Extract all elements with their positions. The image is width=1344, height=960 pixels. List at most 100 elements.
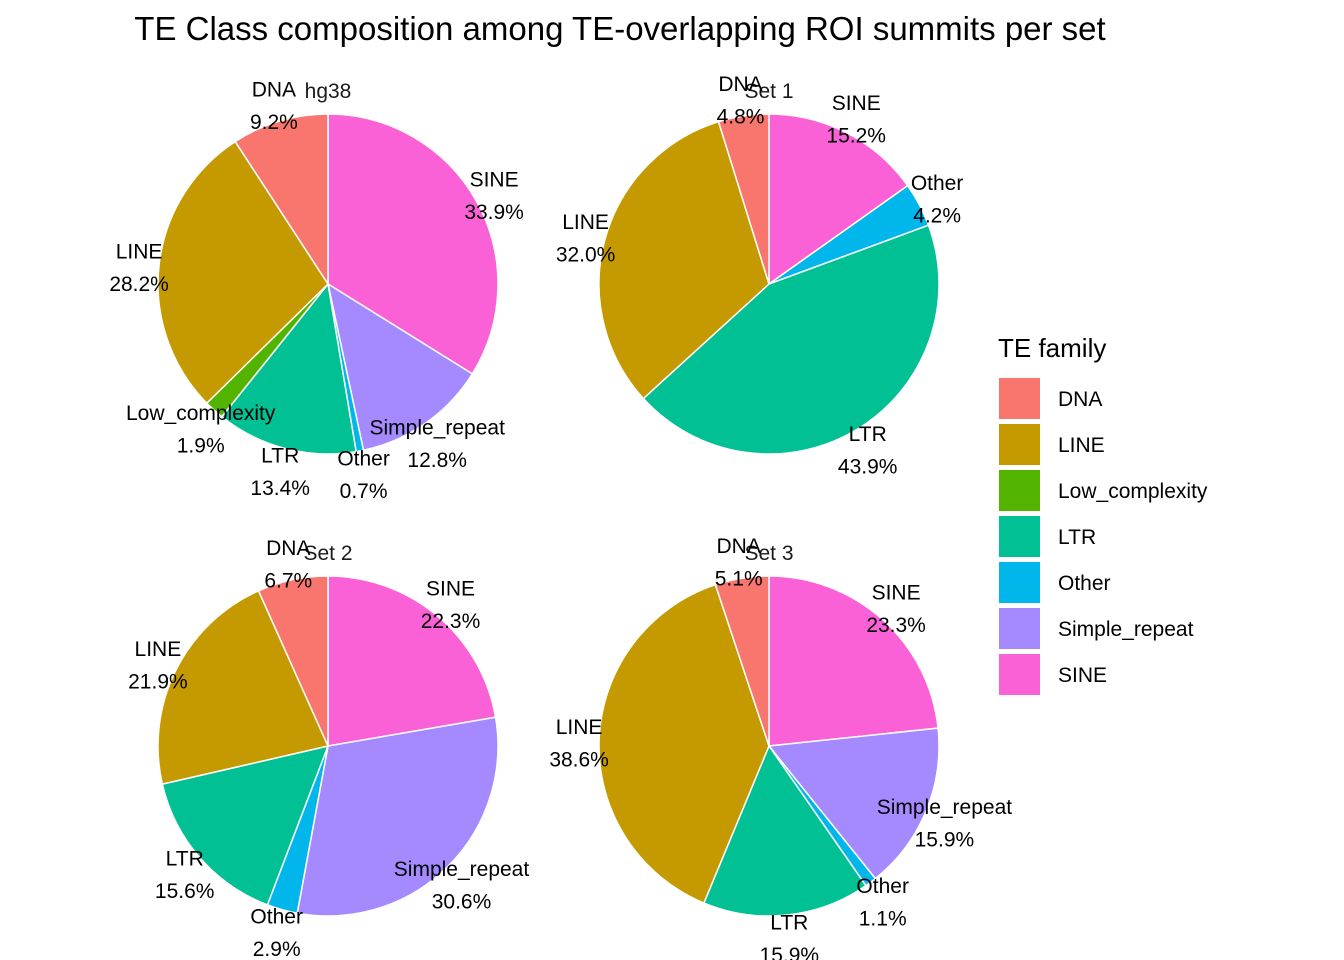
slice-category: DNA xyxy=(252,79,296,102)
pie-panel: Set 3 SINE 23.3% Simple_repeat 15.9% Other 1.1… xyxy=(549,535,1012,960)
slice-percent: 5.1% xyxy=(715,568,763,591)
slice-percent: 43.9% xyxy=(838,456,898,479)
slice-label: DNA 5.1% xyxy=(715,535,763,591)
pie-slice xyxy=(598,120,770,400)
slice-category: SINE xyxy=(470,169,519,192)
slice-label: DNA 6.7% xyxy=(264,537,312,593)
slice-label: LTR 13.4% xyxy=(250,445,310,501)
slice-category: Other xyxy=(856,875,909,898)
slice-category: LTR xyxy=(770,912,808,935)
slice-label: DNA 4.8% xyxy=(717,73,765,129)
pie-slice xyxy=(768,575,939,747)
slice-category: Other xyxy=(911,172,964,195)
slice-category: DNA xyxy=(717,535,761,558)
slice-category: DNA xyxy=(266,537,310,560)
slice-category: DNA xyxy=(718,73,762,96)
legend-swatch xyxy=(999,424,1040,465)
legend-label: Low_complexity xyxy=(1058,480,1208,503)
pie-slice xyxy=(714,575,770,747)
slice-label: LTR 15.9% xyxy=(760,912,820,960)
slice-label: LINE 38.6% xyxy=(549,716,609,772)
slice-category: Other xyxy=(337,447,390,470)
slice-category: Simple_repeat xyxy=(369,416,505,439)
pie-panel: Set 2 SINE 22.3% Simple_repeat 30.6% Other 2.9… xyxy=(128,537,529,960)
legend-swatch xyxy=(999,562,1040,603)
slice-percent: 15.9% xyxy=(760,944,820,960)
slice-label: SINE 15.2% xyxy=(826,92,886,148)
legend-item: DNA xyxy=(999,378,1102,419)
slice-label: LINE 21.9% xyxy=(128,638,188,694)
slice-label: Low_complexity 1.9% xyxy=(126,402,276,458)
panel-title: Set 1 xyxy=(744,80,793,103)
pie-slice xyxy=(234,113,329,287)
slice-percent: 12.8% xyxy=(407,449,467,472)
pie-panels: hg38 SINE 33.9% Simple_repeat 12.8% Other 0.7%… xyxy=(109,73,1012,960)
chart-title: TE Class composition among TE-overlappin… xyxy=(134,10,1105,47)
slice-category: Simple_repeat xyxy=(877,796,1013,819)
legend: TE family DNA LINE Low_complexity LTR Other S… xyxy=(998,333,1208,695)
slice-percent: 2.9% xyxy=(253,938,301,960)
pie-panel: hg38 SINE 33.9% Simple_repeat 12.8% Other 0.7%… xyxy=(109,79,524,503)
pie-slice xyxy=(257,575,329,747)
slice-category: LINE xyxy=(135,638,182,661)
slice-label: Other 4.2% xyxy=(911,172,964,228)
legend-item: SINE xyxy=(999,654,1107,695)
slice-label: LINE 28.2% xyxy=(109,240,169,296)
pie-slice xyxy=(642,224,940,455)
slice-percent: 1.9% xyxy=(177,434,225,457)
legend-item: LINE xyxy=(999,424,1105,465)
pie-slice xyxy=(157,589,330,786)
pie-slice xyxy=(768,113,909,286)
slice-label: SINE 22.3% xyxy=(421,578,481,634)
legend-label: SINE xyxy=(1058,664,1107,687)
panel-title: Set 2 xyxy=(303,542,352,565)
slice-percent: 0.7% xyxy=(340,480,388,503)
legend-swatch xyxy=(999,378,1040,419)
pie-slice xyxy=(327,113,499,375)
pie-slice xyxy=(717,113,770,285)
slice-label: LTR 15.6% xyxy=(155,848,215,904)
pie-slice xyxy=(702,744,868,917)
legend-item: Other xyxy=(999,562,1111,603)
panel-title: Set 3 xyxy=(744,542,793,565)
slice-label: LINE 32.0% xyxy=(556,211,616,267)
slice-category: SINE xyxy=(872,582,921,605)
slice-percent: 23.3% xyxy=(866,614,926,637)
slice-category: Low_complexity xyxy=(126,402,276,425)
slice-label: LTR 43.9% xyxy=(838,423,898,479)
slice-percent: 4.8% xyxy=(717,106,765,129)
pie-slice xyxy=(327,575,497,747)
legend-item: LTR xyxy=(999,516,1096,557)
slice-percent: 38.6% xyxy=(549,748,609,771)
slice-label: SINE 33.9% xyxy=(464,169,524,225)
slice-label: Other 0.7% xyxy=(337,447,390,503)
slice-category: LINE xyxy=(562,211,609,234)
slice-percent: 13.4% xyxy=(250,477,310,500)
slice-category: LINE xyxy=(556,716,603,739)
pie-slice xyxy=(767,727,940,880)
legend-item: Simple_repeat xyxy=(999,608,1194,649)
slice-label: Simple_repeat 12.8% xyxy=(369,416,505,472)
slice-percent: 9.2% xyxy=(250,111,298,134)
legend-item: Low_complexity xyxy=(999,470,1208,511)
slice-percent: 15.9% xyxy=(915,828,975,851)
legend-title: TE family xyxy=(998,333,1106,363)
slice-percent: 32.0% xyxy=(556,244,616,267)
legend-swatch xyxy=(999,654,1040,695)
slice-percent: 21.9% xyxy=(128,671,188,694)
slice-percent: 15.6% xyxy=(155,880,215,903)
slice-category: SINE xyxy=(832,92,881,115)
slice-label: SINE 23.3% xyxy=(866,582,926,638)
legend-label: Simple_repeat xyxy=(1058,618,1194,641)
legend-label: LINE xyxy=(1058,434,1105,457)
pie-slice xyxy=(598,583,770,905)
legend-label: Other xyxy=(1058,572,1111,595)
legend-swatch xyxy=(999,470,1040,511)
legend-label: LTR xyxy=(1058,526,1096,549)
slice-label: Other 1.1% xyxy=(856,875,909,931)
slice-percent: 30.6% xyxy=(432,891,492,914)
slice-category: SINE xyxy=(426,578,475,601)
pie-panel: Set 1 SINE 15.2% Other 4.2% LTR 43.9% LINE 32.0%… xyxy=(556,73,964,479)
slice-category: LTR xyxy=(849,423,887,446)
